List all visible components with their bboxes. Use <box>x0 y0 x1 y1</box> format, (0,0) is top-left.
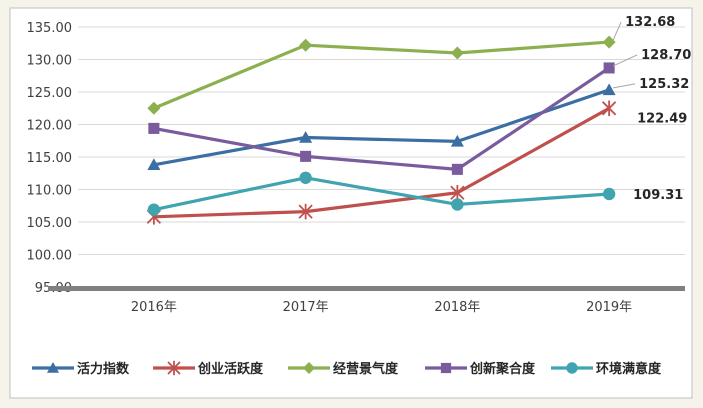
x-tick-label: 2017年 <box>283 300 329 315</box>
x-axis-line <box>48 286 685 291</box>
series-line <box>153 66 611 171</box>
series-line <box>153 88 610 167</box>
gridlines <box>78 26 685 255</box>
x-tick-label: 2019年 <box>586 300 632 315</box>
marker-triangle <box>299 131 313 143</box>
marker-diamond <box>602 35 616 49</box>
series-line <box>153 40 610 110</box>
data-label: 109.31 <box>633 188 683 203</box>
series-circle <box>147 171 616 216</box>
legend-item: 创新聚合度 <box>425 361 536 377</box>
marker-diamond <box>303 362 315 374</box>
legend: 活力指数 创业活跃度 经营景气度 创新聚合度 环境满意度 <box>32 360 662 377</box>
marker-star <box>450 184 465 201</box>
series-line <box>153 106 610 219</box>
legend-item: 环境满意度 <box>551 361 662 377</box>
marker-circle <box>451 198 464 211</box>
marker-circle <box>299 171 312 184</box>
marker-diamond <box>450 46 464 60</box>
marker-square <box>148 122 160 134</box>
marker-square <box>300 150 312 162</box>
legend-item: 活力指数 <box>32 361 130 377</box>
legend-label: 环境满意度 <box>596 361 662 377</box>
label-leader-line <box>612 21 622 41</box>
legend-label: 活力指数 <box>77 361 130 377</box>
marker-triangle <box>602 83 616 96</box>
marker-square <box>603 62 615 74</box>
marker-circle <box>566 362 578 374</box>
y-tick-label: 120.00 <box>27 119 73 134</box>
legend-item: 创业活跃度 <box>153 360 264 377</box>
marker-circle <box>602 187 616 201</box>
y-tick-label: 135.00 <box>27 21 73 36</box>
series-layer <box>146 35 617 225</box>
label-leader-line <box>613 83 636 89</box>
data-label: 132.68 <box>625 15 675 30</box>
chart-frame <box>9 7 693 399</box>
y-tick-label: 105.00 <box>27 216 73 231</box>
data-label: 128.70 <box>641 48 691 63</box>
legend-item: 经营景气度 <box>288 361 399 377</box>
marker-diamond <box>299 38 313 52</box>
y-tick-label: 100.00 <box>27 249 73 264</box>
marker-triangle <box>450 134 464 147</box>
marker-circle <box>147 203 161 216</box>
marker-star <box>298 203 313 220</box>
legend-label: 创业活跃度 <box>197 361 264 377</box>
data-labels: 125.32 122.49 132.68 128.70 109.31 <box>612 15 691 203</box>
marker-star <box>601 100 617 117</box>
y-tick-label: 115.00 <box>27 151 73 166</box>
legend-label: 经营景气度 <box>333 361 399 377</box>
marker-square <box>451 163 463 175</box>
series-line <box>153 176 610 212</box>
series-diamond <box>147 35 616 115</box>
marker-square <box>440 362 452 374</box>
marker-star <box>167 360 181 376</box>
data-label: 125.32 <box>639 77 689 92</box>
data-label: 122.49 <box>637 111 687 126</box>
marker-triangle <box>147 158 161 170</box>
series-square <box>148 62 615 175</box>
legend-label: 创新聚合度 <box>469 361 536 377</box>
marker-triangle <box>47 362 59 373</box>
label-leader-line <box>612 54 638 67</box>
y-tick-label: 130.00 <box>27 54 73 69</box>
y-tick-label: 110.00 <box>27 184 73 199</box>
x-tick-label: 2018年 <box>434 300 480 315</box>
y-tick-label: 125.00 <box>27 86 73 101</box>
series-triangle <box>147 83 616 170</box>
axes: 95.00100.00105.00110.00115.00120.00125.0… <box>27 21 685 315</box>
x-tick-label: 2016年 <box>131 300 177 315</box>
marker-diamond <box>147 101 161 115</box>
